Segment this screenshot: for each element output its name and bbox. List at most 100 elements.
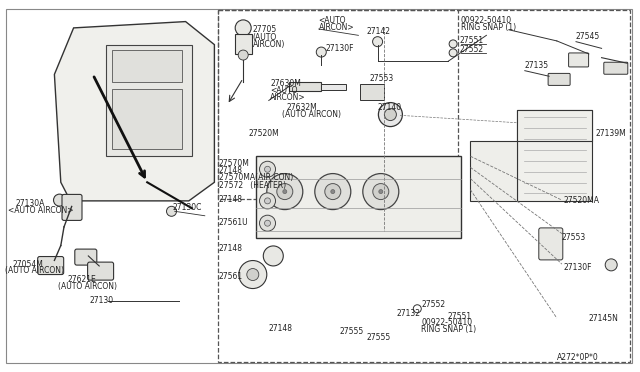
Text: A272*0P*0: A272*0P*0 [557,353,598,362]
Text: 27545: 27545 [576,32,600,41]
Text: RING SNAP (1): RING SNAP (1) [421,325,476,334]
Text: 27139M: 27139M [595,129,626,138]
FancyBboxPatch shape [62,195,82,221]
Text: <AUTO AIRCON>: <AUTO AIRCON> [8,206,73,215]
Text: 27054M: 27054M [13,260,44,269]
Text: 00922-50410: 00922-50410 [461,16,512,25]
Text: 27130C: 27130C [173,203,202,212]
Bar [106,45,192,156]
Text: 27570MA(AIR CON): 27570MA(AIR CON) [219,173,293,182]
Circle shape [263,246,284,266]
Text: (AUTO AIRCON): (AUTO AIRCON) [58,282,116,291]
Bar [360,84,384,100]
Text: 27148: 27148 [219,166,243,175]
FancyBboxPatch shape [604,62,628,74]
Text: 27572   (HEATER): 27572 (HEATER) [219,181,286,190]
Circle shape [605,259,617,271]
Text: 27140: 27140 [378,103,402,112]
Bar [112,89,182,149]
Text: 27630M: 27630M [270,79,301,88]
Circle shape [283,190,287,193]
Circle shape [238,50,248,60]
Text: (AUTO AIRCON): (AUTO AIRCON) [5,266,64,275]
Text: 27148: 27148 [269,324,293,333]
Text: 27148: 27148 [219,195,243,203]
Circle shape [378,103,403,126]
Text: 27130F: 27130F [563,263,592,272]
Circle shape [260,215,275,231]
Bar [289,82,321,91]
Text: RING SNAP (1): RING SNAP (1) [461,23,516,32]
Text: 27555: 27555 [366,333,390,342]
Bar [470,141,517,201]
Text: 27570M: 27570M [219,159,250,168]
Circle shape [379,190,383,193]
Circle shape [449,40,457,48]
Circle shape [372,183,388,200]
FancyBboxPatch shape [548,73,570,86]
Bar [218,10,630,362]
Text: AIRCON>: AIRCON> [270,93,306,102]
Text: 27561: 27561 [219,272,243,280]
Text: 27130A: 27130A [16,199,45,208]
Text: 27553: 27553 [562,233,586,242]
FancyBboxPatch shape [88,262,114,280]
Circle shape [385,109,396,121]
Circle shape [264,166,271,172]
FancyBboxPatch shape [539,228,563,260]
Circle shape [260,161,275,177]
Text: 27130: 27130 [90,296,114,305]
Text: 27621E: 27621E [67,275,96,284]
Text: (AUTO: (AUTO [253,33,277,42]
Text: (AUTO AIRCON): (AUTO AIRCON) [282,110,340,119]
Circle shape [363,174,399,209]
Bar [218,10,458,199]
Text: 27135: 27135 [525,61,549,70]
Text: 27561U: 27561U [219,218,248,227]
Text: 27142: 27142 [366,27,390,36]
Text: 27132: 27132 [397,309,421,318]
Text: <AUTO: <AUTO [319,16,346,25]
Text: 27145N: 27145N [589,314,619,323]
FancyBboxPatch shape [568,53,589,67]
Circle shape [316,47,326,57]
Bar [256,156,461,238]
Text: 27551: 27551 [460,36,484,45]
Text: 27130F: 27130F [325,44,354,53]
Circle shape [325,183,341,200]
Text: 27632M: 27632M [287,103,317,112]
FancyBboxPatch shape [38,257,64,275]
Bar [517,110,592,141]
Circle shape [315,174,351,209]
Text: 27552: 27552 [421,300,445,309]
Circle shape [449,49,457,57]
Circle shape [264,220,271,226]
Circle shape [166,206,177,216]
Text: 27520M: 27520M [248,129,279,138]
Text: 27520MA: 27520MA [563,196,599,205]
Circle shape [264,198,271,204]
Circle shape [54,194,65,206]
Text: 27553: 27553 [369,74,394,83]
Circle shape [236,20,252,36]
PathPatch shape [54,22,214,201]
Circle shape [247,269,259,280]
Bar [517,110,592,201]
Bar [235,34,252,54]
Text: AIRCON): AIRCON) [253,40,285,49]
Text: 27148: 27148 [219,244,243,253]
Text: AIRCON>: AIRCON> [319,23,355,32]
Text: 00922-50410: 00922-50410 [421,318,472,327]
Bar [321,84,346,90]
Circle shape [331,190,335,193]
Text: 27552: 27552 [460,45,484,54]
Text: 27705: 27705 [253,25,277,34]
Text: <AUTO: <AUTO [270,86,298,95]
Circle shape [239,260,267,289]
Circle shape [372,37,383,46]
Bar [112,50,182,82]
Circle shape [277,183,293,200]
Text: 27551: 27551 [448,312,472,321]
Circle shape [260,193,275,209]
Text: 27555: 27555 [339,327,364,336]
